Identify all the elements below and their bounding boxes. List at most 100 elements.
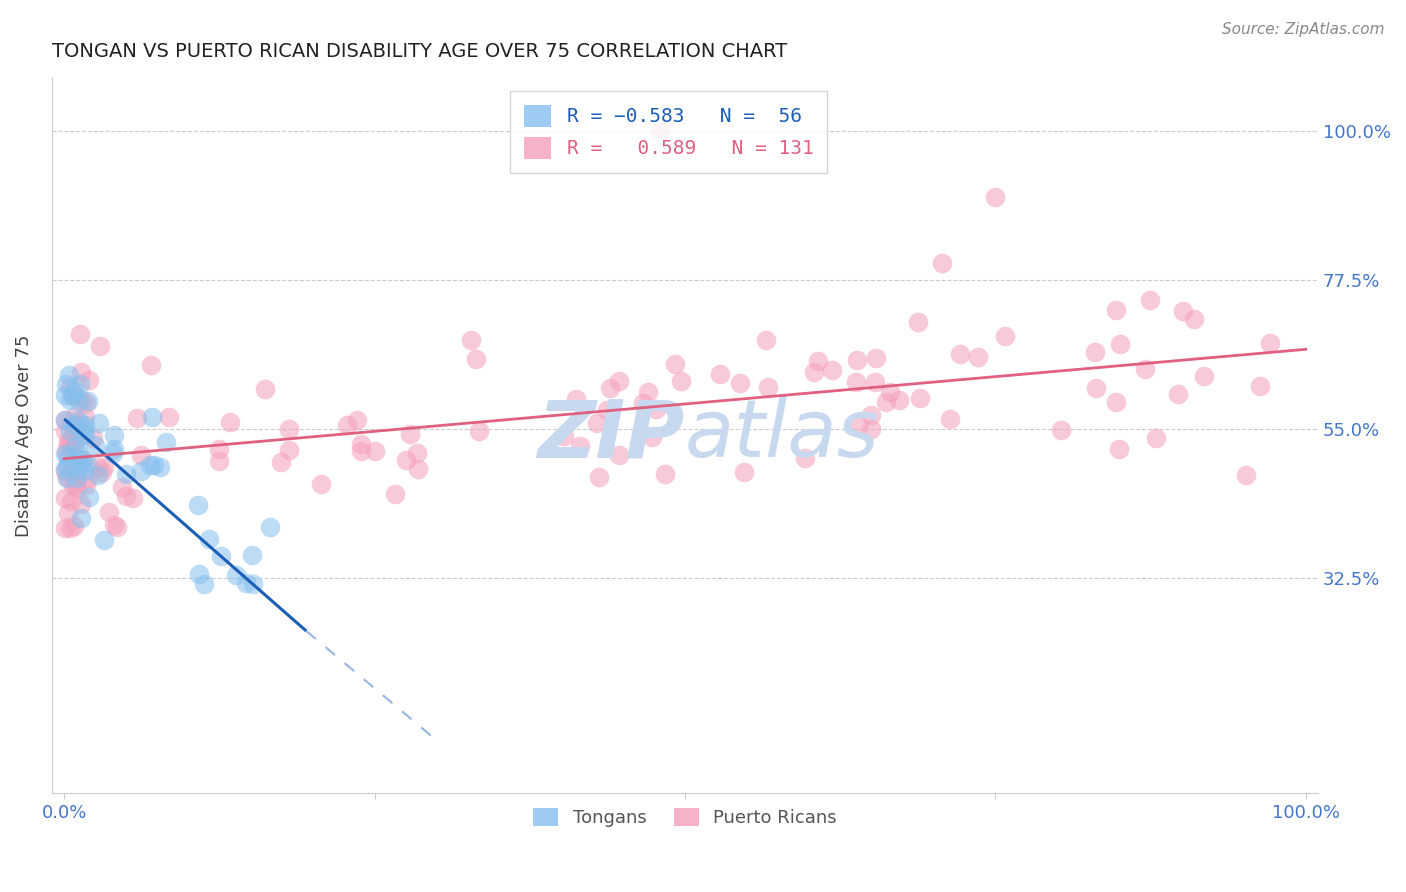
Point: [83, 438, 105, 452]
Point: [887, 392, 910, 407]
Point: [1108, 442, 1130, 457]
Point: [55, 424, 77, 438]
Point: [73, 427, 96, 442]
Point: [103, 442, 125, 456]
Point: [270, 455, 292, 469]
Point: [141, 410, 163, 425]
Point: [637, 385, 659, 400]
Point: [1249, 379, 1271, 393]
Point: [65, 475, 87, 490]
Point: [69, 365, 91, 379]
Point: [406, 446, 429, 460]
Point: [157, 409, 180, 424]
Point: [645, 402, 668, 417]
Point: [69, 394, 91, 409]
Point: [1167, 387, 1189, 401]
Point: [259, 520, 281, 534]
Point: [1085, 381, 1108, 395]
Point: [90, 465, 112, 479]
Point: [105, 520, 128, 534]
Point: [242, 576, 264, 591]
Point: [129, 464, 152, 478]
Point: [75, 478, 97, 492]
Point: [460, 333, 482, 347]
Point: [63, 426, 86, 441]
Point: [55, 491, 77, 505]
Point: [240, 548, 263, 562]
Text: atlas: atlas: [685, 396, 880, 475]
Point: [984, 190, 1007, 204]
Point: [821, 363, 844, 377]
Point: [65, 434, 87, 448]
Point: [103, 518, 125, 533]
Point: [149, 459, 172, 474]
Point: [907, 315, 929, 329]
Point: [82, 431, 104, 445]
Point: [609, 448, 631, 462]
Point: [641, 430, 664, 444]
Point: [346, 413, 368, 427]
Point: [186, 499, 208, 513]
Point: [730, 376, 752, 391]
Point: [1182, 312, 1205, 326]
Point: [62, 388, 84, 402]
Point: [69, 459, 91, 474]
Point: [69, 453, 91, 467]
Point: [845, 376, 868, 390]
Point: [65, 481, 87, 495]
Point: [553, 429, 575, 443]
Point: [756, 380, 779, 394]
Point: [70, 497, 93, 511]
Point: [208, 442, 231, 457]
Point: [70, 393, 93, 408]
Point: [879, 384, 901, 399]
Point: [62, 418, 84, 433]
Point: [62, 478, 84, 492]
Point: [197, 533, 219, 547]
Point: [138, 458, 160, 472]
Point: [278, 422, 301, 436]
Point: [56, 450, 79, 465]
Point: [56, 458, 79, 473]
Point: [208, 454, 231, 468]
Point: [93, 533, 115, 547]
Point: [87, 467, 110, 482]
Point: [62, 388, 84, 402]
Point: [87, 416, 110, 430]
Point: [111, 480, 134, 494]
Point: [859, 422, 882, 436]
Point: [596, 403, 619, 417]
Point: [350, 436, 373, 450]
Point: [733, 466, 755, 480]
Point: [77, 393, 100, 408]
Point: [141, 359, 163, 373]
Point: [569, 439, 592, 453]
Point: [910, 392, 932, 406]
Point: [648, 123, 671, 137]
Point: [55, 461, 77, 475]
Point: [73, 409, 96, 424]
Point: [63, 384, 86, 399]
Point: [115, 489, 138, 503]
Point: [103, 428, 125, 442]
Point: [399, 426, 422, 441]
Point: [55, 444, 77, 458]
Point: [60, 493, 83, 508]
Point: [55, 521, 77, 535]
Point: [1084, 345, 1107, 359]
Point: [142, 458, 165, 472]
Point: [1192, 369, 1215, 384]
Point: [115, 467, 138, 482]
Point: [709, 367, 731, 381]
Point: [56, 438, 79, 452]
Point: [58, 506, 80, 520]
Point: [254, 382, 277, 396]
Point: [77, 373, 100, 387]
Point: [72, 453, 94, 467]
Point: [121, 491, 143, 505]
Point: [55, 413, 77, 427]
Point: [55, 388, 77, 402]
Point: [59, 521, 82, 535]
Point: [70, 451, 93, 466]
Point: [588, 470, 610, 484]
